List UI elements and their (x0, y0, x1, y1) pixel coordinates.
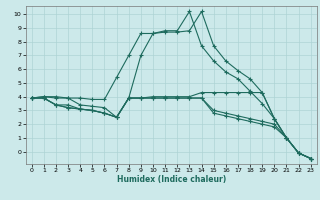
X-axis label: Humidex (Indice chaleur): Humidex (Indice chaleur) (116, 175, 226, 184)
